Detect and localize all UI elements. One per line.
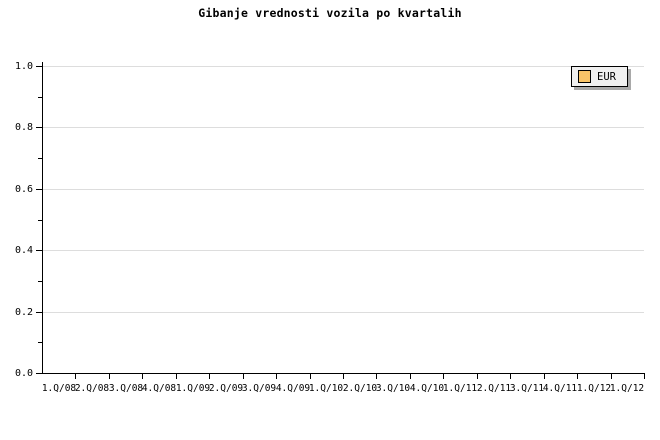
y-tick-label: 0.8 — [14, 122, 33, 133]
y-tick-label: 1.0 — [14, 61, 33, 72]
x-tick-label: 2.Q/09 — [208, 383, 244, 394]
x-tick — [276, 374, 277, 379]
x-tick — [343, 374, 344, 379]
x-tick — [544, 374, 545, 379]
x-tick — [310, 374, 311, 379]
x-tick-label: 1.Q/10 — [308, 383, 344, 394]
y-major-tick — [36, 66, 42, 67]
y-minor-tick — [38, 97, 42, 98]
y-tick-label: 0.2 — [14, 307, 33, 318]
x-tick-label: 4.Q/10 — [409, 383, 445, 394]
y-minor-tick — [38, 281, 42, 282]
y-minor-tick — [38, 158, 42, 159]
legend-swatch-icon — [578, 70, 591, 83]
x-tick-label: 3.Q/09 — [241, 383, 277, 394]
x-tick — [577, 374, 578, 379]
x-tick — [109, 374, 110, 379]
y-gridline — [43, 312, 644, 313]
y-major-tick — [36, 312, 42, 313]
y-gridline — [43, 66, 644, 67]
x-tick — [443, 374, 444, 379]
x-tick-label: 2.Q/08 — [74, 383, 110, 394]
y-tick-label: 0.0 — [14, 368, 33, 379]
y-major-tick — [36, 127, 42, 128]
y-minor-tick — [38, 342, 42, 343]
legend: EUR — [571, 66, 628, 87]
x-tick — [176, 374, 177, 379]
x-axis-line — [42, 373, 645, 374]
y-gridline — [43, 189, 644, 190]
y-axis-line — [42, 62, 43, 374]
x-tick-label: 3.Q/11 — [509, 383, 545, 394]
chart-title: Gibanje vrednosti vozila po kvartalih — [198, 6, 462, 20]
x-tick-label: 3.Q/10 — [375, 383, 411, 394]
x-tick-label: 4.Q/11 — [542, 383, 578, 394]
y-tick-label: 0.4 — [14, 245, 33, 256]
x-tick — [477, 374, 478, 379]
legend-label: EUR — [597, 70, 616, 83]
x-tick — [209, 374, 210, 379]
x-tick — [644, 374, 645, 379]
x-tick — [376, 374, 377, 379]
x-tick-label: 1.Q/11 — [442, 383, 478, 394]
x-tick-label: 2.Q/10 — [342, 383, 378, 394]
x-tick-label: 2.Q/11 — [476, 383, 512, 394]
y-major-tick — [36, 250, 42, 251]
y-major-tick — [36, 189, 42, 190]
y-major-tick — [36, 373, 42, 374]
x-tick-label: 4.Q/08 — [141, 383, 177, 394]
x-tick — [510, 374, 511, 379]
x-tick — [410, 374, 411, 379]
y-gridline — [43, 127, 644, 128]
x-tick-label: 1.Q/12 — [609, 383, 645, 394]
y-minor-tick — [38, 220, 42, 221]
x-tick — [142, 374, 143, 379]
y-tick-label: 0.6 — [14, 184, 33, 195]
x-tick-label: 1.Q/08 — [41, 383, 77, 394]
x-tick-label: 4.Q/09 — [275, 383, 311, 394]
x-tick-label: 1.Q/12 — [576, 383, 612, 394]
x-tick — [75, 374, 76, 379]
x-tick-label: 1.Q/09 — [175, 383, 211, 394]
x-tick — [243, 374, 244, 379]
y-gridline — [43, 250, 644, 251]
x-tick — [611, 374, 612, 379]
x-tick-label: 3.Q/08 — [108, 383, 144, 394]
